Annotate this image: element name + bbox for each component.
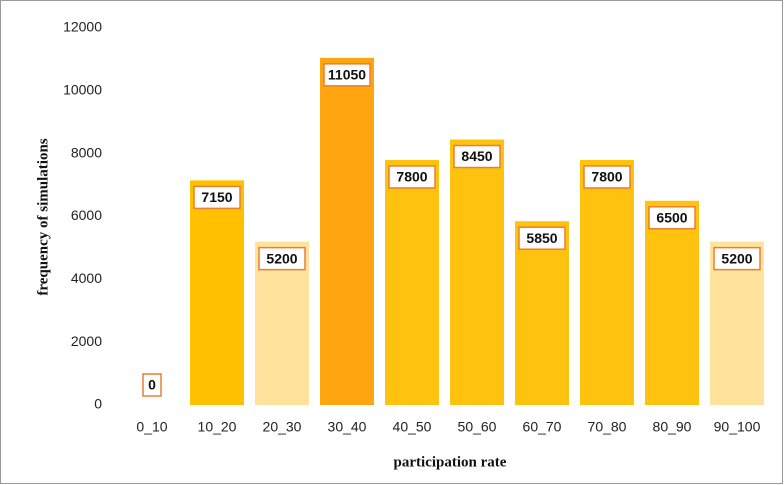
value-label: 8450 [461, 148, 492, 164]
x-axis-title: participation rate [394, 454, 507, 470]
value-label-box [453, 144, 501, 169]
x-tick-label: 80_90 [653, 419, 692, 435]
x-tick-label: 70_80 [588, 419, 627, 435]
x-tick-label: 40_50 [393, 419, 432, 435]
value-label: 7800 [591, 169, 622, 185]
value-label-box [648, 206, 696, 230]
value-label: 0 [148, 377, 156, 393]
y-tick-label: 12000 [63, 19, 102, 35]
y-tick-label: 6000 [71, 207, 102, 223]
value-label: 5850 [526, 230, 557, 246]
bar [645, 200, 699, 405]
x-tick-label: 60_70 [523, 419, 562, 435]
value-label: 7150 [201, 189, 232, 205]
value-label: 6500 [656, 209, 687, 225]
x-tick-label: 0_10 [136, 419, 167, 435]
y-tick-label: 4000 [71, 270, 102, 286]
value-label-box [142, 373, 162, 397]
value-label-box [193, 185, 241, 210]
value-label-box [258, 246, 306, 271]
value-label: 5200 [266, 250, 297, 266]
value-label-box [713, 246, 761, 271]
bar [190, 180, 244, 405]
x-tick-label: 10_20 [198, 419, 237, 435]
x-tick-label: 30_40 [328, 419, 367, 435]
value-label-box [583, 165, 631, 189]
y-tick-label: 2000 [71, 333, 102, 349]
value-label: 5200 [721, 250, 752, 266]
value-label-box [518, 226, 566, 250]
x-tick-label: 90_100 [714, 419, 761, 435]
y-tick-label: 8000 [71, 144, 102, 160]
bar [320, 57, 374, 406]
y-tick-label: 0 [94, 396, 102, 412]
y-axis-title: frequency of simulations [35, 138, 51, 295]
value-label-box [388, 165, 436, 189]
bar [515, 221, 569, 405]
x-tick-label: 50_60 [458, 419, 497, 435]
value-label: 11050 [328, 67, 366, 83]
bar [580, 159, 634, 405]
y-tick-label: 10000 [63, 82, 102, 98]
x-tick-label: 20_30 [263, 419, 302, 435]
bar [450, 139, 504, 405]
value-label: 7800 [396, 169, 427, 185]
value-label-box [323, 63, 371, 87]
bar [385, 159, 439, 405]
